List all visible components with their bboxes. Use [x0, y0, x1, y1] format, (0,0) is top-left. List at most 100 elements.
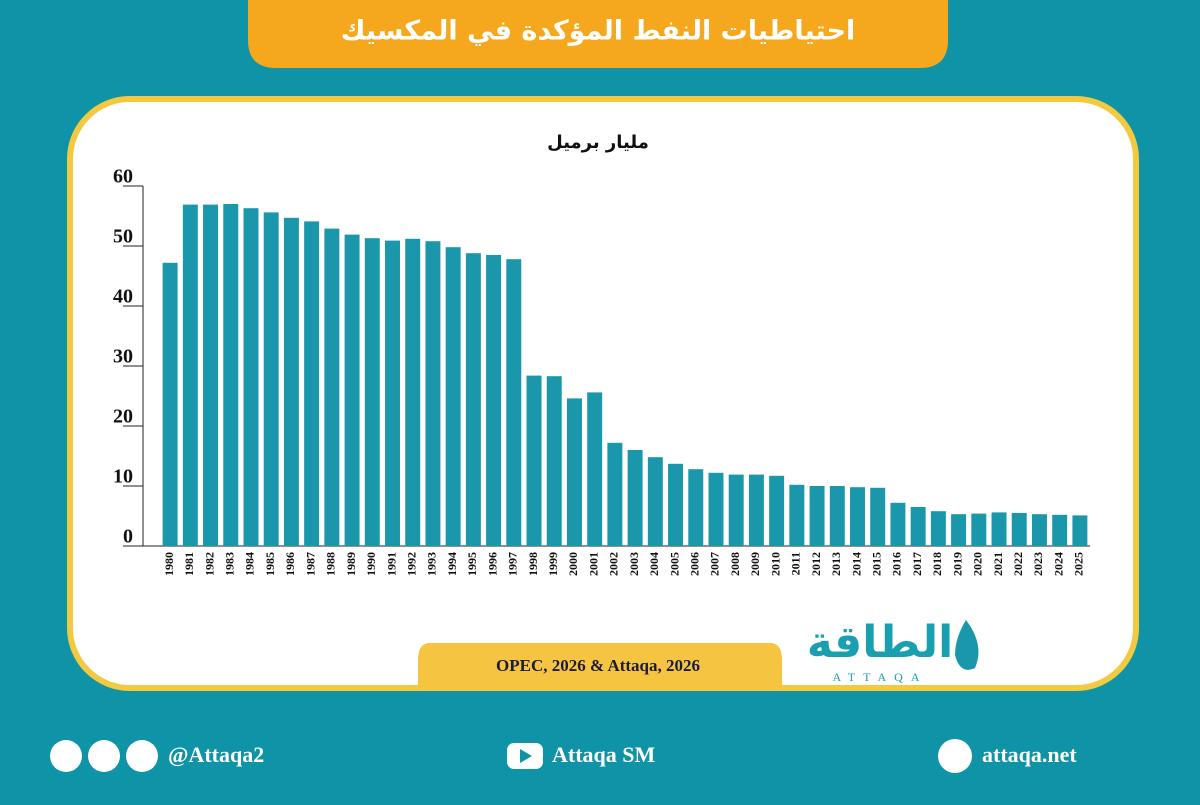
x-tick-label: 1981	[182, 552, 196, 576]
y-tick-label: 40	[113, 286, 133, 308]
x-tick-label: 1984	[243, 552, 257, 576]
bar	[991, 512, 1007, 546]
x-tick-label: 1983	[223, 552, 237, 576]
bar	[1031, 514, 1047, 546]
youtube-play	[520, 749, 532, 763]
bar	[506, 259, 522, 546]
x-tick-label: 2016	[890, 552, 904, 576]
x-tick-label: 2022	[1011, 552, 1025, 576]
bar	[324, 228, 340, 546]
x-tick-label: 1994	[445, 552, 459, 576]
bar	[587, 392, 603, 546]
x-tick-label: 2009	[748, 552, 762, 576]
bar	[304, 221, 320, 546]
x-icon	[50, 740, 82, 772]
title-banner	[248, 0, 948, 68]
website: attaqa.net	[982, 742, 1077, 767]
bar	[688, 469, 704, 546]
x-tick-label: 2017	[910, 552, 924, 576]
bar	[647, 457, 663, 546]
youtube: Attaqa SM	[552, 742, 656, 767]
x-tick-label: 2020	[971, 552, 985, 576]
bar	[1052, 514, 1068, 546]
x-tick-label: 2005	[667, 552, 681, 576]
title: احتياطيات النفط المؤكدة في المكسيك	[341, 16, 855, 47]
bar	[344, 234, 360, 546]
x-tick-label: 2014	[849, 552, 863, 576]
y-tick-label: 20	[113, 406, 133, 428]
bar	[971, 513, 987, 546]
x-tick-label: 1988	[324, 552, 338, 576]
bar	[425, 241, 441, 546]
x-tick-label: 2018	[930, 552, 944, 576]
bar	[829, 486, 845, 546]
source: OPEC, 2026 & Attaqa, 2026	[496, 656, 700, 675]
bar	[445, 247, 461, 546]
handle: @Attaqa2	[168, 742, 264, 767]
bar	[405, 238, 421, 547]
bar	[769, 475, 785, 546]
bar	[607, 442, 623, 546]
y-tick-label: 30	[113, 346, 133, 368]
bar	[182, 204, 198, 546]
bar	[1011, 513, 1027, 546]
bar	[890, 502, 906, 546]
x-tick-label: 1989	[344, 552, 358, 576]
x-tick-label: 2008	[728, 552, 742, 576]
bar	[566, 398, 582, 546]
x-tick-label: 2021	[991, 552, 1005, 576]
x-tick-label: 2010	[768, 552, 782, 576]
x-tick-label: 1980	[162, 552, 176, 576]
bar	[243, 208, 259, 546]
web-icon	[938, 739, 972, 773]
y-tick-label: 50	[113, 226, 133, 248]
y-axis-title: مليار برميل	[547, 132, 649, 153]
x-tick-label: 2001	[586, 552, 600, 576]
x-tick-label: 1993	[425, 552, 439, 576]
bar	[850, 487, 865, 546]
bar	[910, 507, 926, 546]
x-tick-label: 2023	[1031, 552, 1045, 576]
x-tick-label: 2002	[607, 552, 621, 576]
bar	[870, 487, 886, 546]
x-tick-label: 2024	[1051, 552, 1065, 576]
x-tick-label: 2007	[708, 552, 722, 576]
bar	[1072, 515, 1088, 546]
bar	[526, 375, 542, 546]
bar	[708, 472, 724, 546]
y-tick-label: 10	[113, 466, 133, 488]
x-tick-label: 1986	[283, 552, 297, 576]
bar	[789, 484, 805, 546]
logo-drop	[955, 620, 979, 670]
bar	[627, 450, 643, 546]
bar	[385, 240, 400, 546]
bar	[283, 217, 299, 547]
bar	[486, 255, 502, 546]
bar	[728, 474, 744, 546]
x-tick-label: 2025	[1072, 552, 1086, 576]
x-tick-label: 1998	[526, 552, 540, 576]
x-tick-label: 1990	[364, 552, 378, 576]
x-tick-label: 2015	[869, 552, 883, 576]
x-tick-label: 1997	[506, 552, 520, 576]
x-tick-label: 1999	[546, 552, 560, 576]
bar	[951, 514, 967, 546]
facebook-icon	[126, 740, 158, 772]
logo-latin: ATTAQA	[832, 670, 927, 684]
bar	[748, 474, 764, 546]
bar	[809, 486, 825, 546]
x-tick-label: 1987	[303, 552, 317, 576]
x-tick-label: 2006	[688, 552, 702, 576]
x-tick-label: 2012	[809, 552, 823, 576]
bar	[546, 376, 562, 546]
x-tick-label: 2013	[829, 552, 843, 576]
x-tick-label: 2004	[647, 552, 661, 576]
bar	[930, 511, 946, 546]
x-tick-label: 1995	[465, 552, 479, 576]
bar	[465, 253, 481, 546]
x-tick-label: 2011	[789, 552, 803, 575]
x-tick-label: 1992	[404, 552, 418, 576]
bar	[203, 204, 219, 546]
x-tick-label: 1982	[202, 552, 216, 576]
